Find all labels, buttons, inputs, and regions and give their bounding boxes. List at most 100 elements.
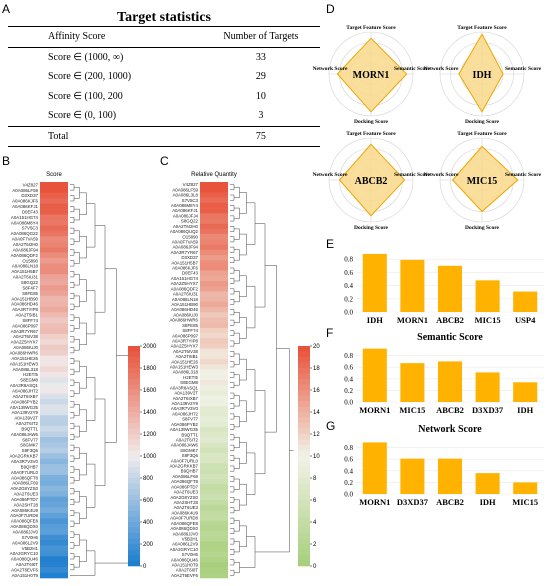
heatmap-row-label: A0A2T6UE3 <box>14 492 39 497</box>
colorbar-tick-label: 400 <box>143 520 154 526</box>
heatmap-cell <box>200 249 228 256</box>
dendrogram-branch <box>230 340 235 347</box>
colorbar-segment <box>128 434 140 440</box>
radar-axis-label: Docking Score <box>465 225 500 231</box>
colorbar-tick-label: 10 <box>313 454 320 460</box>
dendrogram-branch <box>230 246 235 253</box>
colorbar-segment <box>298 483 310 490</box>
dendrogram-branch <box>70 433 75 440</box>
colorbar-segment <box>128 395 140 402</box>
heatmap-row-label: A0A3R7YR67 <box>11 329 39 334</box>
dendrogram-branch <box>70 282 75 289</box>
heatmap-row-label: A0A151HEW3 <box>10 361 39 366</box>
heatmap-row-label: A0A086PYB2 <box>11 399 38 404</box>
heatmap-row-label: A0A2T6IT2 <box>176 437 199 442</box>
table-cell: Score ∈ (1000, ∞) <box>48 51 124 63</box>
colorbar-segment <box>128 544 140 550</box>
colorbar-segment <box>298 357 310 363</box>
heatmap-cell <box>40 491 68 497</box>
bar <box>513 382 538 402</box>
dendrogram-branch <box>230 361 235 368</box>
table-cell: 75 <box>201 125 320 147</box>
score-heatmap: ScoreV4Z827A0A086LF59D3XD37A0A086KJF6A0A… <box>9 172 157 579</box>
heatmap-cell <box>40 209 68 215</box>
heatmap-row-label: A0A2T6IXB7 <box>173 396 199 401</box>
bar <box>362 253 387 312</box>
heatmap-row-label: A0A086HD46 <box>11 302 38 307</box>
heatmap-row-label: A0A2G8YZS0 <box>170 495 198 500</box>
dendrogram-branch <box>230 444 235 451</box>
heatmap-row-label: A0A3R8ASQ1 <box>10 383 39 388</box>
heatmap-row-label: O15890 <box>22 258 38 263</box>
colorbar-segment <box>128 450 140 457</box>
dendrogram-branch <box>74 490 80 503</box>
colorbar-tick-label: 2 <box>313 542 317 548</box>
heatmap-row-label: V4Z827 <box>23 182 39 187</box>
heatmap-row-label: A0A086LF69 <box>172 474 198 479</box>
heatmap-cell <box>40 252 68 259</box>
heatmap-cell <box>200 265 228 271</box>
heatmap-row-label: A0A151H0T9 <box>12 573 39 578</box>
heatmap-row-label: A0A151HB90 <box>171 302 198 307</box>
dendrogram-branch <box>79 452 87 476</box>
dendrogram-branch <box>234 437 240 448</box>
table-cell: Total <box>8 125 202 147</box>
colorbar-segment <box>128 489 140 495</box>
table-header-count: Number of Targets <box>201 26 320 48</box>
dendrogram-branch <box>234 270 240 282</box>
heatmap-row-label: D0EF43 <box>182 271 199 276</box>
heatmap-row-label: A0A2GRYC10 <box>170 547 199 552</box>
heatmap-cell <box>40 257 68 264</box>
dendrogram-branch <box>70 423 75 430</box>
dendrogram-branch <box>230 382 235 389</box>
heatmap-row-label: S8FV77 <box>22 437 38 442</box>
heatmap-row-label: S7V0H6 <box>182 552 199 557</box>
heatmap-cell <box>40 496 68 503</box>
heatmap-row-label: S8EGM8 <box>180 380 198 385</box>
heatmap-header: Score <box>46 172 62 178</box>
colorbar-segment <box>128 406 140 413</box>
heatmap-row-label: H2ETI5 <box>23 372 38 377</box>
table-row: Score ∈ (200, 1000) 29 <box>8 67 320 87</box>
heatmap-cell <box>200 479 228 485</box>
colorbar-segment <box>128 522 140 528</box>
dendrogram-branch <box>70 499 75 506</box>
heatmap-row-label: A0A2T6I2H0 <box>173 224 199 229</box>
radar-axis-label: Docking Score <box>354 119 389 125</box>
dendrogram-branch <box>74 382 80 394</box>
dendrogram-branch <box>70 292 75 299</box>
dendrogram-branch <box>70 271 75 278</box>
dendrogram-branch <box>230 392 235 399</box>
heatmap-row-label: A0A2GRKKB7 <box>9 454 38 459</box>
heatmap-cell <box>200 239 228 245</box>
bar-chart-ytick: 0.8 <box>344 444 353 452</box>
heatmap-row-label: A0A139WG35 <box>170 427 199 432</box>
dendrogram-branch <box>234 520 240 532</box>
heatmap-cell <box>40 436 68 443</box>
heatmap-cell <box>40 377 68 384</box>
heatmap-cell <box>200 380 228 386</box>
dendrogram-branch <box>230 236 235 243</box>
colorbar-segment <box>298 478 310 484</box>
dendrogram-branch <box>70 455 75 462</box>
colorbar-segment <box>298 560 310 567</box>
dendrogram-branch <box>74 469 80 481</box>
heatmap-cell <box>200 390 228 396</box>
colorbar-segment <box>128 527 140 534</box>
colorbar-segment <box>298 522 310 528</box>
heatmap-row-label: A0A2T6IU31 <box>173 292 199 297</box>
heatmap-cell <box>40 312 68 318</box>
heatmap-cell <box>200 369 228 376</box>
dendrogram-branch <box>230 528 235 534</box>
radar-axis-label: Network Score <box>424 66 459 72</box>
dendrogram-branch <box>234 395 240 407</box>
dendrogram-branch <box>79 539 87 562</box>
dendrogram-branch <box>95 225 106 313</box>
heatmap-cell <box>40 306 68 313</box>
heatmap-row-label: A0A086QU46 <box>11 557 39 562</box>
dendrogram-branch <box>246 369 256 412</box>
heatmap-cell <box>40 361 68 367</box>
dendrogram-branch <box>74 208 80 221</box>
colorbar-tick-label: 1400 <box>143 410 157 416</box>
target-statistics-table: Affinity Score Number of Targets Score ∈… <box>8 26 320 147</box>
